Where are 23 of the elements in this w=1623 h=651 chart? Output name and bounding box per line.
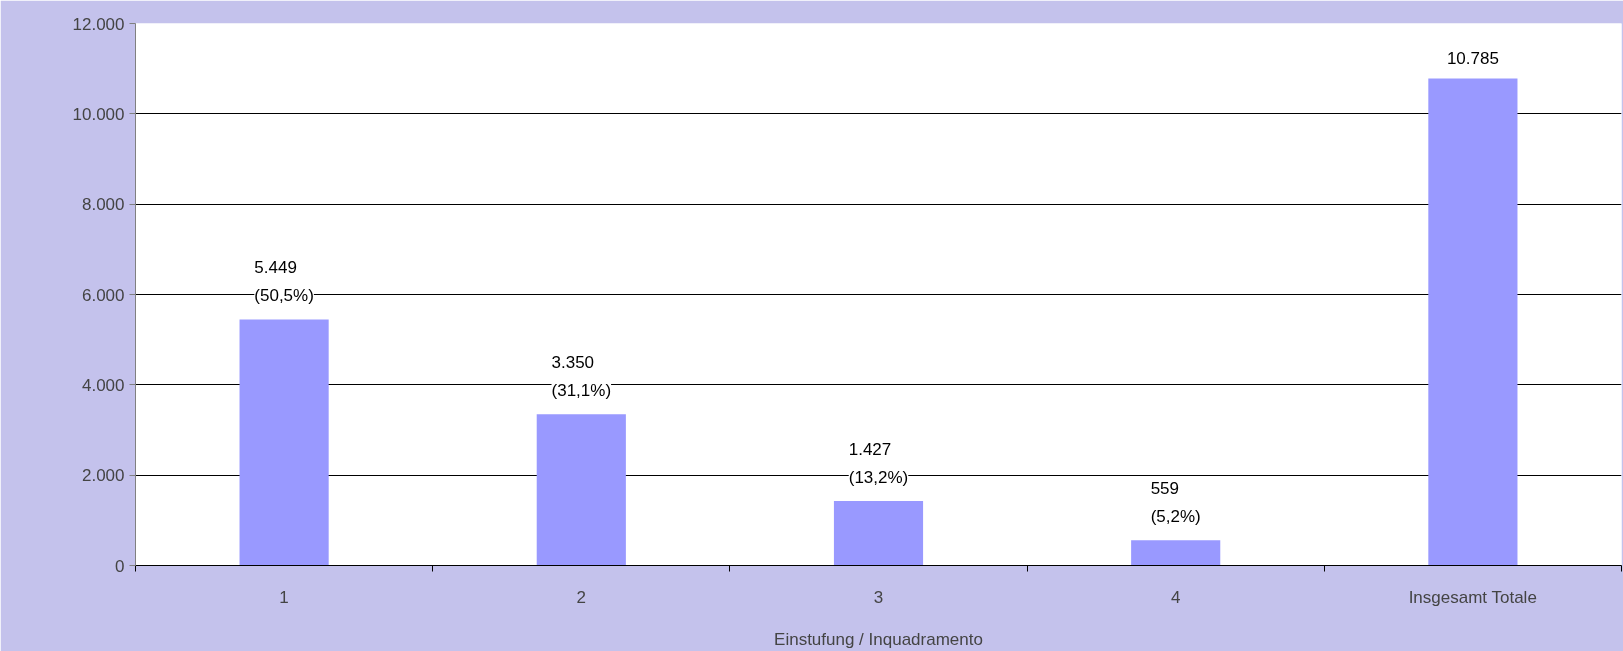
bar bbox=[1131, 540, 1221, 566]
y-tick-label: 0 bbox=[115, 556, 125, 576]
x-tick-label: 1 bbox=[279, 587, 289, 607]
x-tick-label: 3 bbox=[873, 587, 884, 607]
bar bbox=[239, 319, 329, 566]
bar bbox=[833, 501, 924, 566]
y-tick-label: 8.000 bbox=[81, 195, 125, 215]
y-tick-label: 4.000 bbox=[81, 375, 125, 395]
y-tick-label: 2.000 bbox=[81, 466, 125, 486]
y-tick-label: 12.000 bbox=[72, 14, 125, 34]
data-label: 1.427 (13,2%) bbox=[848, 439, 909, 488]
bar bbox=[536, 414, 626, 566]
x-axis-title: Einstufung / Inquadramento bbox=[774, 629, 983, 649]
bar bbox=[1428, 78, 1518, 566]
y-tick-label: 10.000 bbox=[72, 104, 125, 124]
x-tick-label: 4 bbox=[1170, 587, 1181, 607]
x-tick-label: Insgesamt Totale bbox=[1408, 587, 1537, 607]
data-label: 3.350 (31,1%) bbox=[551, 352, 612, 401]
data-label: 559 (5,2%) bbox=[1150, 478, 1201, 527]
data-label: 10.785 bbox=[1446, 49, 1499, 69]
data-label: 5.449 (50,5%) bbox=[254, 257, 314, 306]
x-tick-label: 2 bbox=[576, 587, 587, 607]
y-tick-label: 6.000 bbox=[81, 285, 125, 305]
